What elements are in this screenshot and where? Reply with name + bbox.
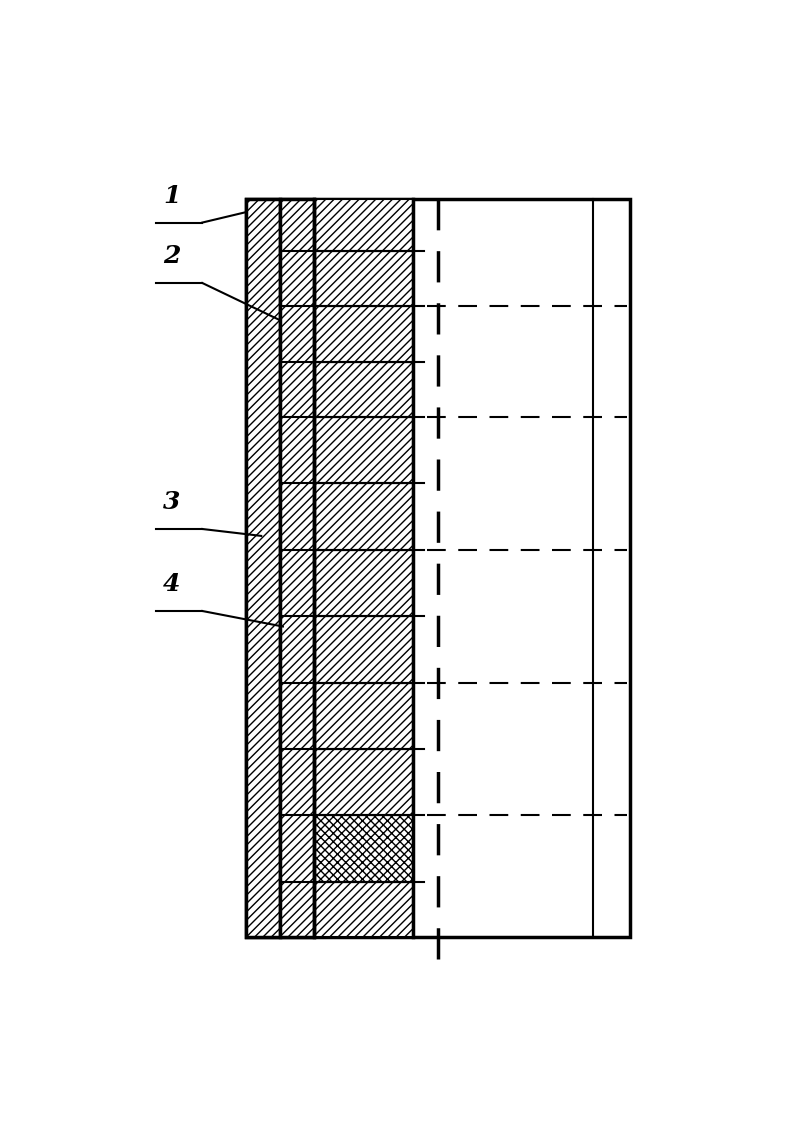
Bar bbox=[314, 815, 413, 882]
Text: 3: 3 bbox=[163, 490, 181, 515]
Bar bbox=[314, 251, 413, 306]
Bar bbox=[314, 683, 413, 749]
Bar bbox=[314, 362, 413, 417]
Bar bbox=[246, 200, 280, 937]
Bar bbox=[314, 882, 413, 937]
Text: 2: 2 bbox=[163, 244, 181, 268]
Bar bbox=[314, 483, 413, 549]
Bar bbox=[314, 549, 413, 617]
Bar bbox=[314, 417, 413, 483]
Bar bbox=[314, 617, 413, 683]
Bar bbox=[314, 749, 413, 815]
Bar bbox=[314, 200, 413, 251]
Bar bbox=[246, 200, 630, 937]
Text: 4: 4 bbox=[163, 573, 181, 596]
Text: 1: 1 bbox=[163, 184, 181, 207]
Bar bbox=[280, 200, 314, 937]
Bar bbox=[314, 306, 413, 362]
